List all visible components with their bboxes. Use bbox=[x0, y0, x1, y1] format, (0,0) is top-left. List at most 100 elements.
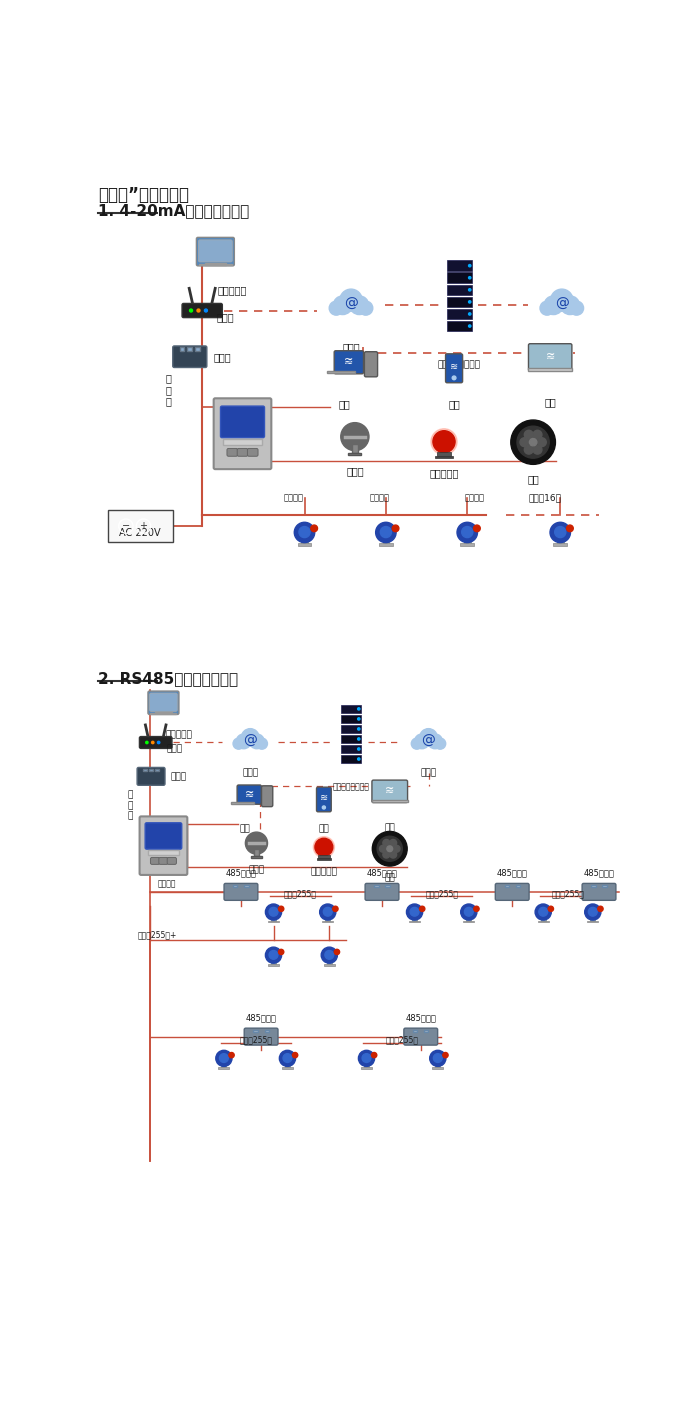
Bar bbox=[341, 734, 361, 743]
FancyBboxPatch shape bbox=[362, 1054, 371, 1062]
Circle shape bbox=[468, 312, 471, 315]
Bar bbox=[557, 535, 564, 543]
Circle shape bbox=[544, 295, 563, 315]
Text: 电脑: 电脑 bbox=[338, 398, 350, 408]
Bar bbox=[587, 920, 598, 923]
Circle shape bbox=[548, 906, 554, 912]
Bar bbox=[223, 439, 262, 445]
Circle shape bbox=[511, 421, 555, 464]
Bar bbox=[341, 705, 361, 713]
Bar bbox=[435, 1059, 440, 1067]
Text: 通
讯
线: 通 讯 线 bbox=[127, 791, 133, 820]
Circle shape bbox=[340, 288, 362, 311]
FancyBboxPatch shape bbox=[262, 785, 273, 806]
Circle shape bbox=[535, 905, 552, 920]
Bar bbox=[372, 799, 407, 802]
Circle shape bbox=[443, 1052, 448, 1058]
FancyBboxPatch shape bbox=[582, 884, 616, 900]
Bar bbox=[188, 348, 192, 350]
Circle shape bbox=[341, 422, 369, 450]
Bar bbox=[143, 770, 147, 771]
Bar bbox=[466, 913, 471, 920]
Circle shape bbox=[246, 832, 267, 854]
Circle shape bbox=[412, 739, 423, 749]
Text: 通
讯
线: 通 讯 线 bbox=[166, 373, 172, 407]
Text: 互联网: 互联网 bbox=[553, 342, 570, 352]
Circle shape bbox=[358, 727, 360, 730]
Bar bbox=[244, 885, 248, 888]
FancyBboxPatch shape bbox=[227, 449, 237, 456]
Circle shape bbox=[216, 1050, 232, 1067]
Circle shape bbox=[322, 806, 326, 809]
Bar bbox=[253, 1030, 258, 1033]
Text: 单机版电脑: 单机版电脑 bbox=[165, 730, 192, 739]
Bar bbox=[540, 913, 546, 920]
Circle shape bbox=[197, 310, 200, 312]
Bar bbox=[528, 367, 573, 370]
Circle shape bbox=[279, 1050, 295, 1067]
Circle shape bbox=[407, 905, 423, 920]
Bar bbox=[386, 885, 390, 888]
Bar bbox=[316, 858, 331, 860]
Text: ≋: ≋ bbox=[320, 794, 328, 803]
Circle shape bbox=[325, 951, 334, 960]
FancyBboxPatch shape bbox=[299, 528, 310, 536]
FancyBboxPatch shape bbox=[316, 787, 331, 812]
Circle shape bbox=[146, 741, 148, 744]
Text: ≋: ≋ bbox=[450, 362, 458, 371]
Circle shape bbox=[320, 905, 336, 920]
Circle shape bbox=[379, 846, 386, 853]
Bar bbox=[271, 957, 276, 964]
Text: 可连接255台: 可连接255台 bbox=[552, 889, 584, 898]
Circle shape bbox=[452, 376, 456, 380]
Text: 可连接255台+: 可连接255台+ bbox=[138, 930, 177, 940]
FancyBboxPatch shape bbox=[464, 908, 473, 916]
FancyBboxPatch shape bbox=[365, 352, 377, 377]
Circle shape bbox=[430, 1050, 446, 1067]
Bar bbox=[108, 509, 173, 542]
Bar bbox=[538, 920, 549, 923]
FancyBboxPatch shape bbox=[462, 528, 472, 536]
Text: 2. RS485信号连接系统图: 2. RS485信号连接系统图 bbox=[98, 671, 239, 685]
Circle shape bbox=[428, 734, 442, 749]
Bar bbox=[516, 885, 520, 888]
Circle shape bbox=[561, 295, 580, 315]
Text: 终端: 终端 bbox=[545, 397, 556, 407]
FancyBboxPatch shape bbox=[173, 346, 207, 367]
Bar bbox=[324, 964, 335, 965]
Circle shape bbox=[598, 906, 603, 912]
Text: 1. 4-20mA信号连接系统图: 1. 4-20mA信号连接系统图 bbox=[98, 203, 250, 218]
Circle shape bbox=[372, 832, 407, 867]
Bar bbox=[433, 1067, 443, 1069]
Circle shape bbox=[279, 950, 284, 954]
Circle shape bbox=[119, 519, 133, 533]
FancyBboxPatch shape bbox=[182, 304, 223, 318]
Circle shape bbox=[390, 851, 397, 858]
Circle shape bbox=[358, 1050, 375, 1067]
FancyBboxPatch shape bbox=[269, 951, 278, 958]
FancyBboxPatch shape bbox=[247, 449, 258, 456]
Circle shape bbox=[538, 438, 546, 446]
Bar bbox=[155, 770, 159, 771]
Text: 手机: 手机 bbox=[318, 825, 329, 833]
Bar bbox=[195, 348, 200, 350]
Circle shape bbox=[387, 846, 393, 851]
Circle shape bbox=[311, 525, 318, 532]
Circle shape bbox=[533, 445, 542, 454]
Text: 转换器: 转换器 bbox=[214, 352, 231, 362]
Circle shape bbox=[220, 1054, 228, 1062]
Circle shape bbox=[468, 265, 471, 267]
FancyBboxPatch shape bbox=[224, 884, 258, 900]
Text: @: @ bbox=[344, 297, 358, 311]
Text: 电磁阀: 电磁阀 bbox=[248, 865, 265, 875]
Text: ≋: ≋ bbox=[385, 787, 394, 796]
Circle shape bbox=[589, 908, 597, 916]
Circle shape bbox=[433, 1054, 442, 1062]
Text: AC 220V: AC 220V bbox=[120, 528, 161, 537]
Circle shape bbox=[269, 908, 278, 916]
Circle shape bbox=[358, 749, 360, 750]
Bar bbox=[149, 770, 153, 771]
Circle shape bbox=[457, 522, 477, 543]
Text: 安帕尔网络服务器: 安帕尔网络服务器 bbox=[332, 782, 370, 792]
Circle shape bbox=[468, 325, 471, 328]
